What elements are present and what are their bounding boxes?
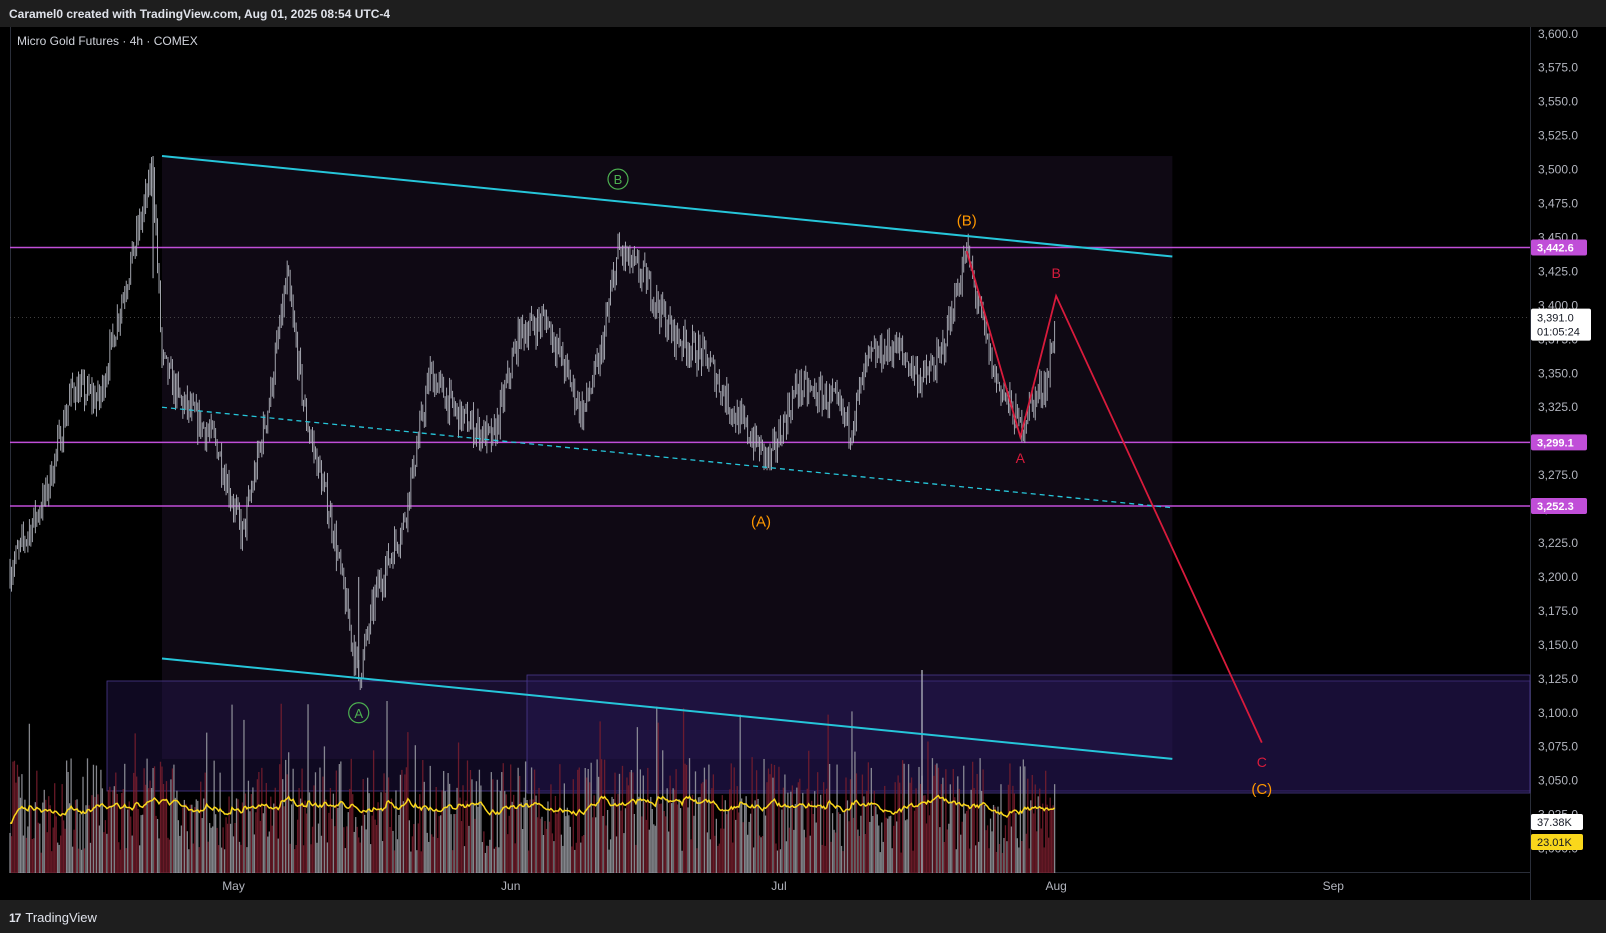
level-price-label: 3,252.3 (1537, 501, 1574, 513)
volume-label: 37.38K (1537, 817, 1573, 829)
channel-lower-line (161, 657, 1173, 760)
candles (9, 156, 1056, 691)
wave-label-6: C (1257, 754, 1267, 770)
time-tick-label: Jun (501, 879, 520, 893)
wave-label-0: A (354, 706, 363, 721)
price-tick-label: 3,550.0 (1538, 95, 1578, 109)
level-price-tag (1531, 434, 1587, 451)
price-tick-label: 3,325.0 (1538, 400, 1578, 414)
top-bar: Caramel0 created with TradingView.com, A… (0, 0, 1606, 27)
price-tick-label: 3,600.0 (1538, 27, 1578, 41)
price-tick-label: 3,425.0 (1538, 264, 1578, 278)
volume-ma-line (9, 794, 1056, 825)
footer-bar: 17 TradingView (0, 900, 1606, 933)
volume-tag (1531, 814, 1583, 830)
last-price-label: 3,391.0 (1537, 313, 1574, 325)
wave-label-4: A (1016, 450, 1026, 466)
time-tick-label: Aug (1045, 879, 1066, 893)
time-tick-label: May (222, 879, 245, 893)
attribution-text: Caramel0 created with TradingView.com, A… (9, 7, 391, 21)
symbol-title: Micro Gold Futures · 4h · COMEX (17, 34, 198, 48)
bar-countdown-label: 01:05:24 (1537, 327, 1580, 339)
channel-mid-line (161, 406, 1173, 509)
price-tick-label: 3,475.0 (1538, 197, 1578, 211)
wave-label-3: (B) (957, 212, 977, 229)
time-tick-label: Sep (1323, 879, 1345, 893)
shaded-zones (106, 156, 1531, 794)
price-tick-label: 3,275.0 (1538, 468, 1578, 482)
price-tick-label: 3,525.0 (1538, 129, 1578, 143)
time-axis: May Jun Jul Aug Sep (222, 879, 1344, 893)
price-tick-label: 3,050.0 (1538, 774, 1578, 788)
descending-channel (161, 155, 1173, 760)
level-price-tag (1531, 239, 1587, 256)
level-price-label: 3,299.1 (1537, 437, 1574, 449)
tradingview-brand[interactable]: 17 TradingView (9, 910, 97, 925)
wave-label-7: (C) (1251, 781, 1272, 798)
brand-name: TradingView (25, 910, 97, 925)
tradingview-logo-icon: 17 (9, 910, 21, 925)
price-tick-label: 3,350.0 (1538, 366, 1578, 380)
volume-ma-line (9, 794, 1056, 825)
price-tick-label: 3,225.0 (1538, 536, 1578, 550)
price-tick-label: 3,075.0 (1538, 740, 1578, 754)
level-price-tag (1531, 497, 1587, 514)
wave-label-circle (607, 168, 629, 190)
price-axis-labels: 3,442.6 3,299.1 3,252.3 3,391.0 01:05:24 37.3… (1531, 239, 1591, 850)
wave-label-1: B (614, 172, 623, 187)
channel-upper-line (161, 155, 1173, 258)
price-tick-label: 3,175.0 (1538, 604, 1578, 618)
wave-projection-line (965, 250, 1263, 743)
volume-ma-label: 23.01K (1537, 837, 1573, 849)
volume-zone-2 (526, 674, 1531, 794)
wave-label-2: (A) (751, 514, 771, 531)
wave-labels: A B (A) (B) A B C (C) (348, 168, 1272, 798)
price-tick-label: 3,125.0 (1538, 672, 1578, 686)
wave-label-circle (348, 702, 370, 724)
time-tick-label: Jul (771, 879, 786, 893)
level-price-label: 3,442.6 (1537, 243, 1574, 255)
price-tick-label: 3,200.0 (1538, 570, 1578, 584)
price-tick-label: 3,100.0 (1538, 706, 1578, 720)
wave-projection (965, 250, 1263, 743)
volume-ma-tag (1531, 834, 1583, 850)
price-chart[interactable]: A B (A) (B) A B C (C) 3,600.0 3,575.0 3,550.0 3,52… (0, 27, 1606, 900)
price-tick-label: 3,500.0 (1538, 163, 1578, 177)
last-price-tag (1531, 308, 1591, 341)
wave-label-5: B (1051, 265, 1060, 281)
price-tick-label: 3,150.0 (1538, 638, 1578, 652)
price-tick-label: 3,575.0 (1538, 61, 1578, 75)
